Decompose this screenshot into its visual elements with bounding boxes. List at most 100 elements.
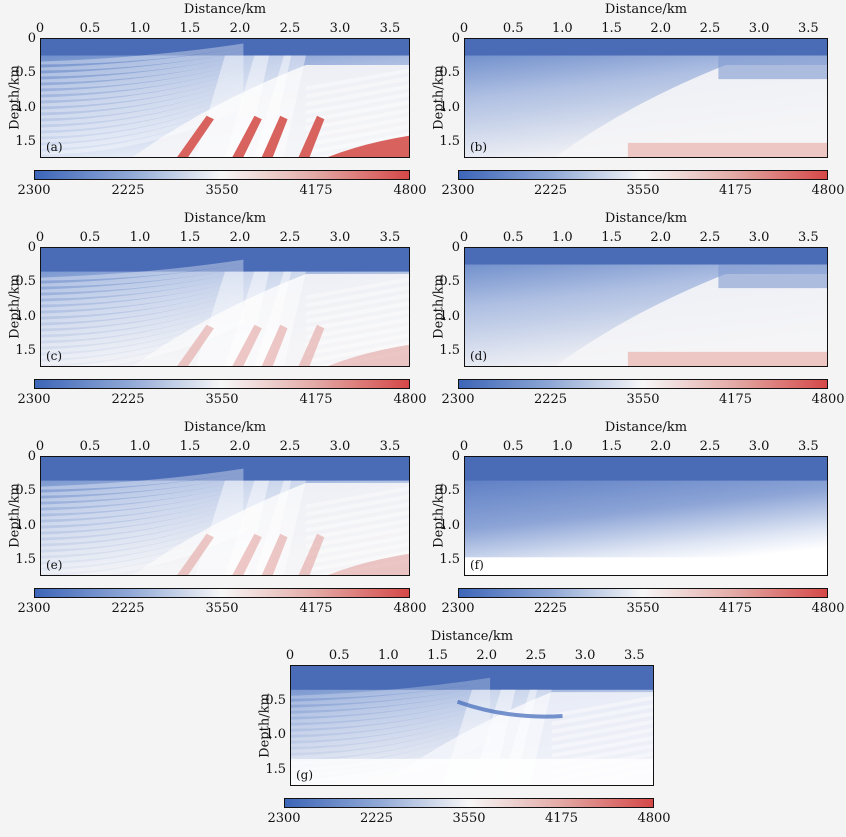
x-tick-label: 3.0 <box>574 648 596 663</box>
low-velocity-zone <box>718 55 827 80</box>
x-tick-label: 1.5 <box>179 21 201 36</box>
y-tick-label: 1.0 <box>15 99 36 115</box>
y-tick-label: 0.5 <box>15 65 36 81</box>
reflector-layer <box>41 295 244 335</box>
colorbar-tick-label: 4175 <box>299 392 333 407</box>
x-axis-title: Distance/km <box>604 2 688 17</box>
reflector-layer <box>291 713 491 753</box>
y-tick-label: 0.5 <box>439 65 460 81</box>
panel-label: (f) <box>470 558 484 572</box>
colorbar-tick-label: 4800 <box>393 601 427 616</box>
colorbar-tick-label: 4175 <box>299 601 333 616</box>
y-tick-label: 1.0 <box>439 517 460 533</box>
x-tick-label: 1.0 <box>552 439 573 454</box>
reflector-layer <box>41 496 244 532</box>
reflector-layer <box>291 681 491 705</box>
y-tick-label: 1.5 <box>439 551 460 567</box>
y-tick-label: 1.5 <box>439 133 460 149</box>
y-tick-label: 1.0 <box>15 308 36 324</box>
x-tick-label: 1.5 <box>601 230 622 245</box>
colorbar-tick-label: 2300 <box>441 183 475 198</box>
x-tick-label: 0 <box>35 21 45 36</box>
colorbar-tick-label: 2300 <box>267 811 301 826</box>
reflector-layer <box>41 263 244 287</box>
x-axis-title: Distance/km <box>604 420 688 435</box>
colorbar-tick-label: 4175 <box>718 183 753 198</box>
reflector-layer <box>41 283 244 317</box>
x-axis-title: Distance/km <box>183 420 267 435</box>
colorbar-tick-label: 2300 <box>441 601 475 616</box>
x-tick-label: 3.5 <box>797 21 819 36</box>
reflector-layer <box>305 518 409 541</box>
colorbar-tick-label: 4800 <box>637 811 671 826</box>
reflector-layer <box>41 43 244 65</box>
reflector-layer <box>41 63 244 95</box>
x-tick-label: 0 <box>459 21 469 36</box>
x-tick-label: 0 <box>459 230 469 245</box>
panel-label: (b) <box>470 140 488 154</box>
reflector-layer <box>291 705 491 741</box>
y-tick-label: 0 <box>27 31 36 46</box>
colorbar-tick-label: 3550 <box>626 601 660 616</box>
colorbar-tick-label: 2300 <box>441 392 475 407</box>
reflector-layer <box>41 492 244 526</box>
x-tick-label: 1.0 <box>129 230 151 245</box>
reflector-layer <box>41 287 244 323</box>
x-tick-label: 3.0 <box>748 21 770 36</box>
reflector-layer <box>305 317 409 340</box>
reflector-layer <box>41 75 244 113</box>
reflector-layer <box>41 500 244 538</box>
fault-block <box>254 480 306 575</box>
reflector-layer <box>41 279 244 311</box>
fault-block <box>254 55 306 157</box>
velocity-image <box>464 247 828 367</box>
reflector-layer <box>305 285 409 308</box>
x-tick-label: 2.0 <box>650 230 672 245</box>
reflector-layer <box>41 79 244 119</box>
panel-label: (d) <box>470 349 488 363</box>
x-axis-title: Distance/km <box>183 211 267 226</box>
velocity-field <box>41 248 409 366</box>
basement-layer <box>465 557 827 575</box>
reflector-layer <box>305 116 409 139</box>
panel-label: (c) <box>46 349 63 363</box>
colorbar <box>458 588 828 598</box>
reflector-layer <box>291 685 491 711</box>
velocity-field <box>465 457 827 575</box>
x-tick-label: 3.0 <box>329 230 351 245</box>
x-tick-label: 3.5 <box>797 230 819 245</box>
x-tick-label: 0 <box>35 230 45 245</box>
y-tick-label: 0 <box>451 449 460 464</box>
reflector-layer <box>41 59 244 89</box>
reflector-layer <box>305 76 409 99</box>
reflector-layer <box>305 108 409 131</box>
x-tick-label: 2.5 <box>699 439 721 454</box>
y-tick-label: 0 <box>27 240 36 255</box>
colorbar <box>34 379 410 389</box>
artifact-reflector <box>456 699 563 719</box>
x-tick-label: 1.0 <box>378 648 399 663</box>
water-layer <box>41 248 409 272</box>
colorbar-tick-label: 4800 <box>811 392 845 407</box>
y-tick-label: 0 <box>451 31 460 46</box>
salt-body <box>328 553 409 575</box>
reflector-layer <box>551 735 653 758</box>
y-tick-label: 1.0 <box>439 99 460 115</box>
x-tick-label: 0 <box>459 439 469 454</box>
high-velocity-wedge <box>465 64 827 157</box>
x-tick-label: 2.0 <box>476 648 498 663</box>
colorbar-tick-label: 2225 <box>533 392 568 407</box>
y-tick-label: 1.5 <box>265 761 286 777</box>
colorbar-tick-label: 3550 <box>626 183 660 198</box>
colorbar-tick-label: 3550 <box>205 183 239 198</box>
salt-streak <box>232 115 262 157</box>
x-tick-label: 2.5 <box>279 21 301 36</box>
x-tick-label: 2.0 <box>229 439 251 454</box>
x-tick-label: 1.0 <box>552 21 573 36</box>
water-layer <box>291 666 653 690</box>
colorbar-tick-label: 2225 <box>533 183 568 198</box>
velocity-field <box>41 457 409 575</box>
salt-streak <box>261 324 288 366</box>
y-tick-label: 0.5 <box>439 274 460 290</box>
reflector-layer <box>305 526 409 549</box>
